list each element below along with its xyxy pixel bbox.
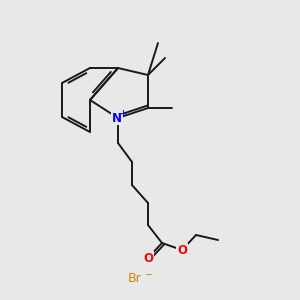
Text: N: N xyxy=(112,112,122,124)
Text: O: O xyxy=(177,244,187,256)
Text: −: − xyxy=(145,270,153,280)
Text: Br: Br xyxy=(128,272,142,284)
Text: +: + xyxy=(119,109,127,118)
Text: O: O xyxy=(143,251,153,265)
